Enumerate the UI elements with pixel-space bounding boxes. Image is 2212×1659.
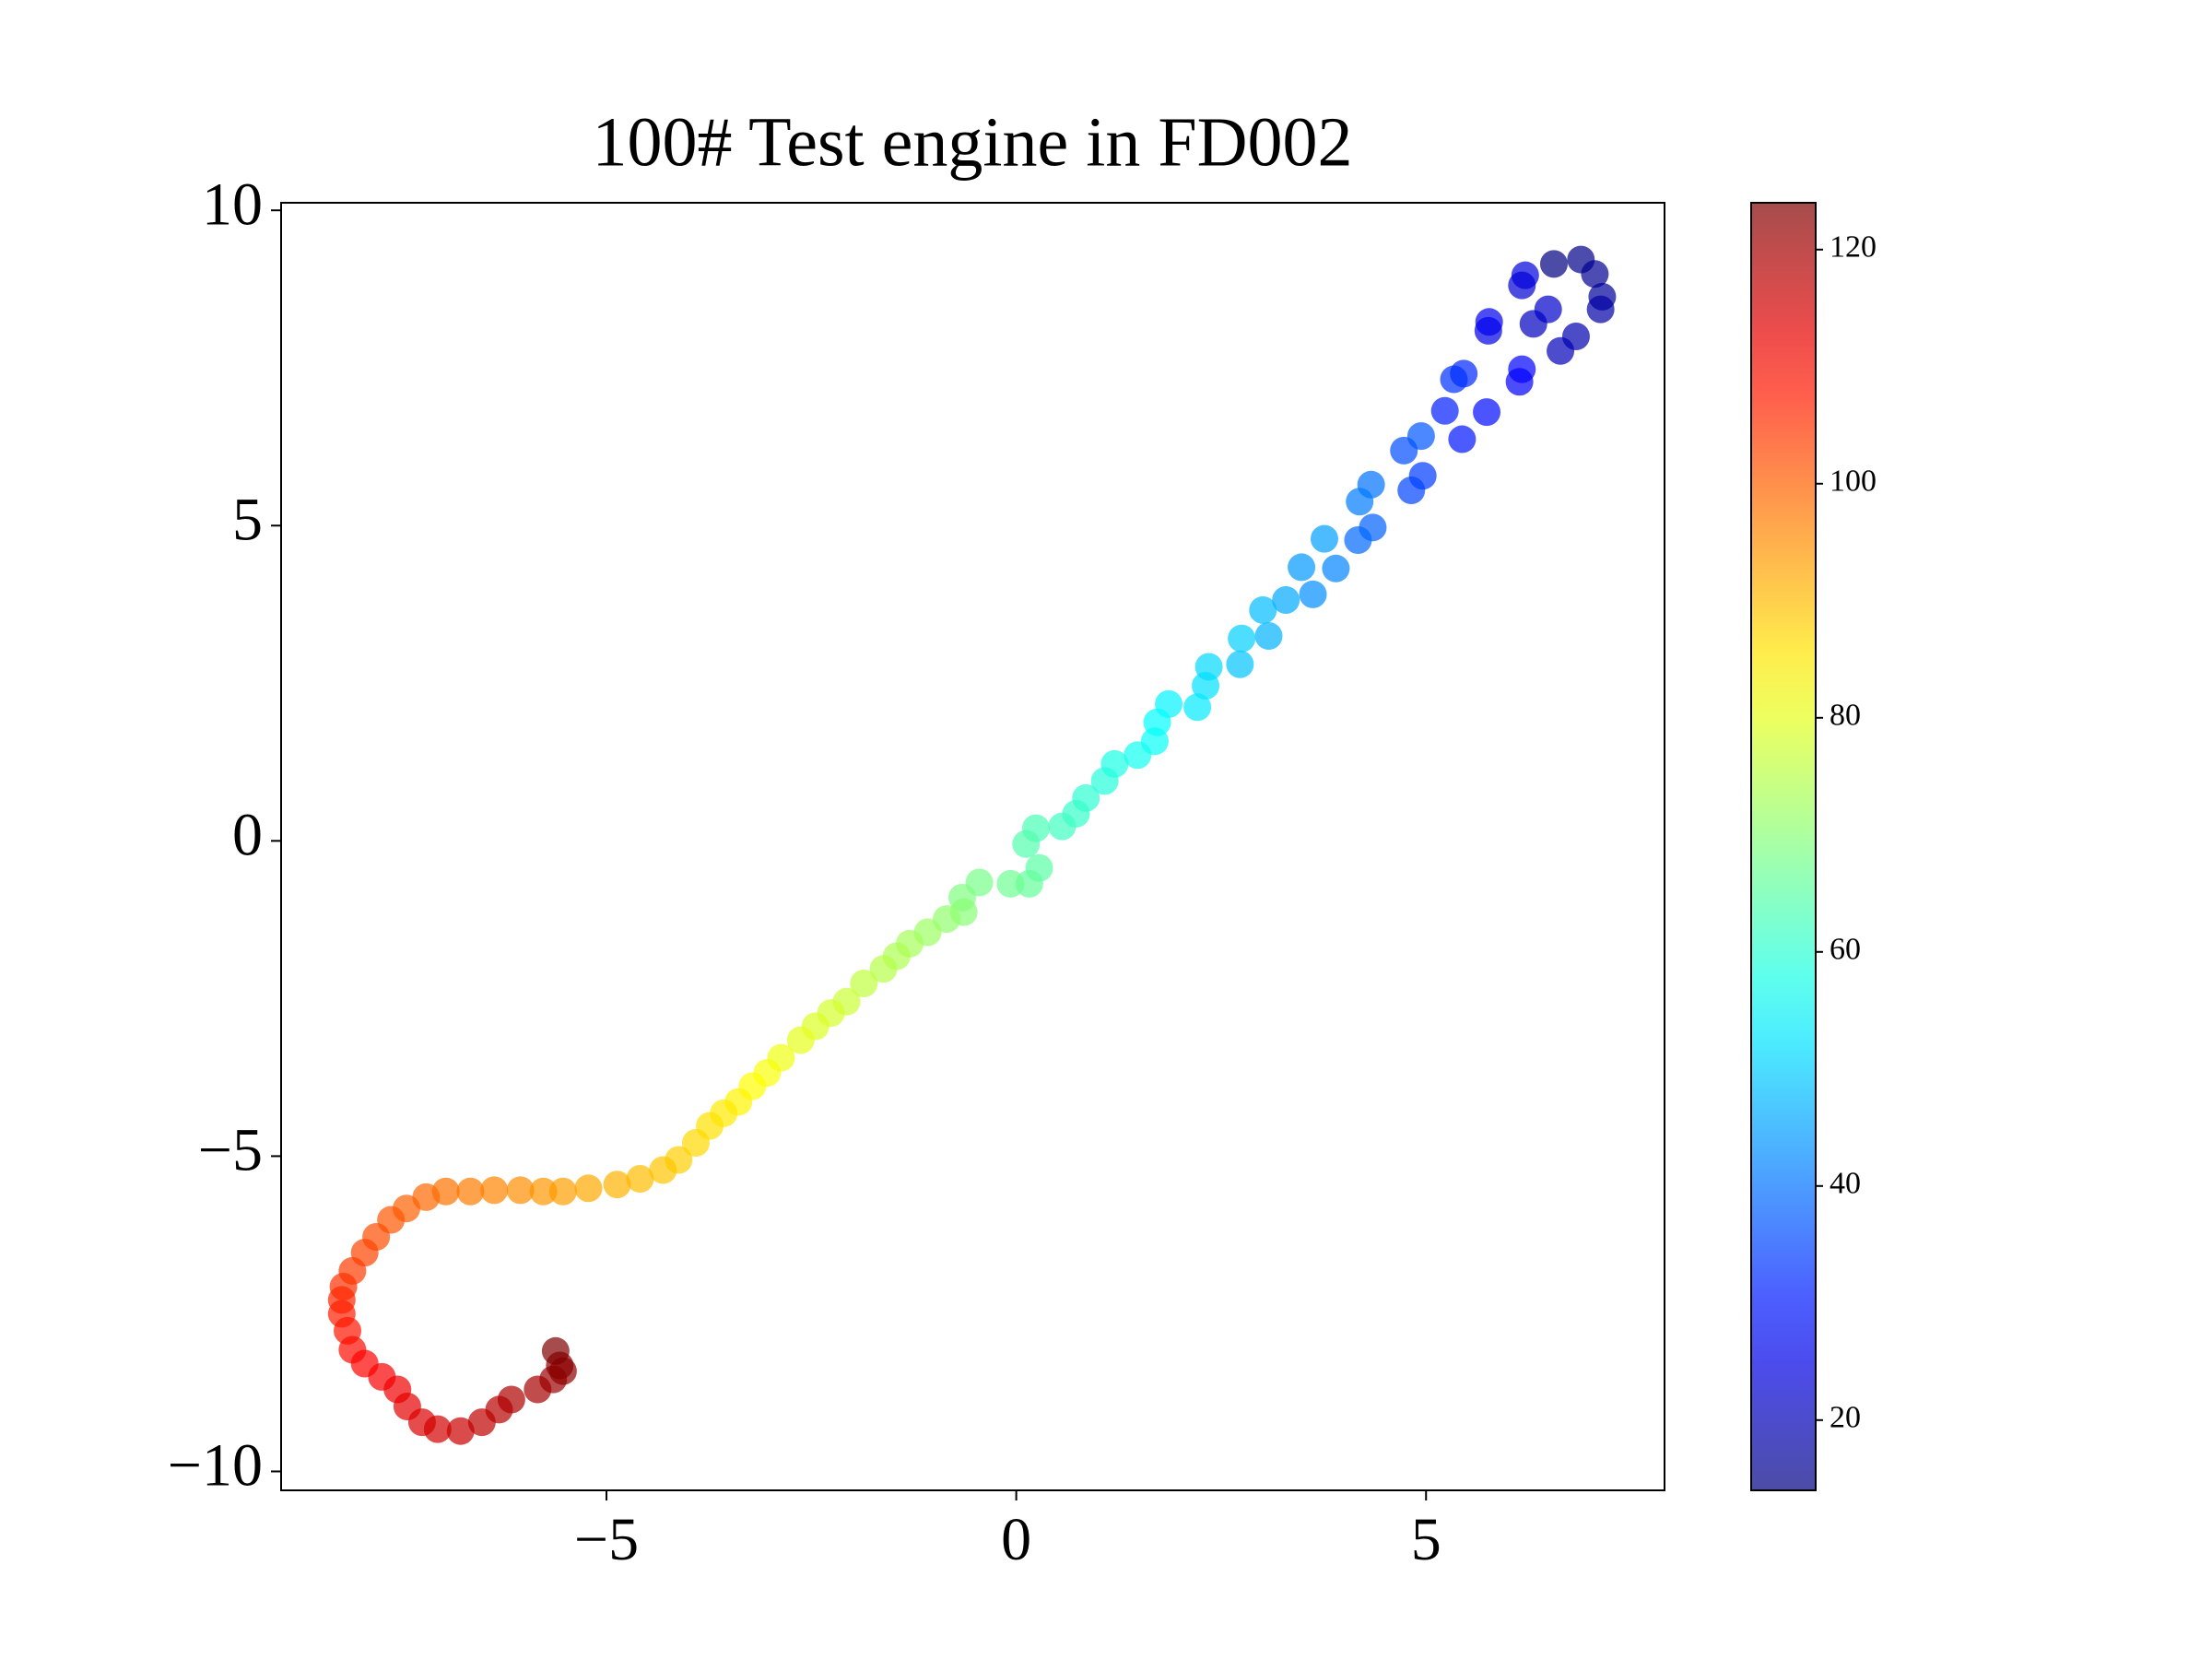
point [1228,624,1256,653]
point [603,1171,631,1199]
point [1539,250,1568,278]
point [1249,595,1277,624]
point [1475,308,1503,336]
x-tick-label: −5 [574,1506,639,1573]
point [1397,476,1426,504]
point [1183,693,1212,722]
y-tick-label: −5 [198,1117,263,1184]
point [786,1026,815,1054]
colorbar-tick-label: 20 [1830,1401,1861,1435]
point [506,1176,535,1205]
point [1048,812,1077,841]
colorbar-tick-label: 80 [1830,699,1861,733]
point [1299,580,1327,608]
point [996,869,1025,898]
point [1586,295,1615,324]
point [626,1165,654,1194]
point [456,1177,485,1206]
point [446,1417,475,1445]
point [1322,554,1350,582]
point [1508,355,1536,383]
point [541,1336,570,1365]
point [574,1174,603,1203]
point [1534,295,1562,324]
point [1124,741,1152,770]
colorbar-tick-label: 100 [1830,465,1877,499]
point [1346,488,1374,516]
point [681,1129,710,1158]
point [423,1415,452,1443]
y-tick-label: 5 [232,486,263,553]
point [1254,621,1283,650]
point [869,955,898,983]
point [1090,767,1119,795]
colorbar [1750,202,1817,1491]
chart-title: 100# Test engine in FD002 [592,103,1352,181]
point [1288,553,1316,582]
colorbar-tick-label: 40 [1830,1167,1861,1201]
point [1406,422,1435,451]
x-tick-label: 0 [1001,1506,1031,1573]
point [1547,336,1575,365]
colorbar-tick-label: 60 [1830,933,1861,967]
y-tick-label: 0 [232,801,263,868]
y-tick-label: −10 [168,1432,263,1500]
point [480,1176,509,1205]
plot-frame [280,202,1665,1491]
y-tick-label: 10 [202,171,263,238]
point [1581,260,1609,288]
point [1310,524,1338,553]
point [1344,526,1372,555]
point [529,1177,558,1206]
point [649,1156,677,1184]
point [850,969,878,997]
x-tick-label: 5 [1411,1506,1441,1573]
colorbar-tick-label: 120 [1830,230,1877,265]
point [1272,586,1300,615]
point [1430,396,1459,425]
point [1226,650,1254,678]
point [548,1177,577,1206]
point [1511,261,1539,289]
point [1012,830,1041,858]
point [1473,398,1501,427]
point [1192,672,1220,700]
point [1440,365,1468,394]
point [1448,425,1477,453]
point [497,1385,525,1414]
